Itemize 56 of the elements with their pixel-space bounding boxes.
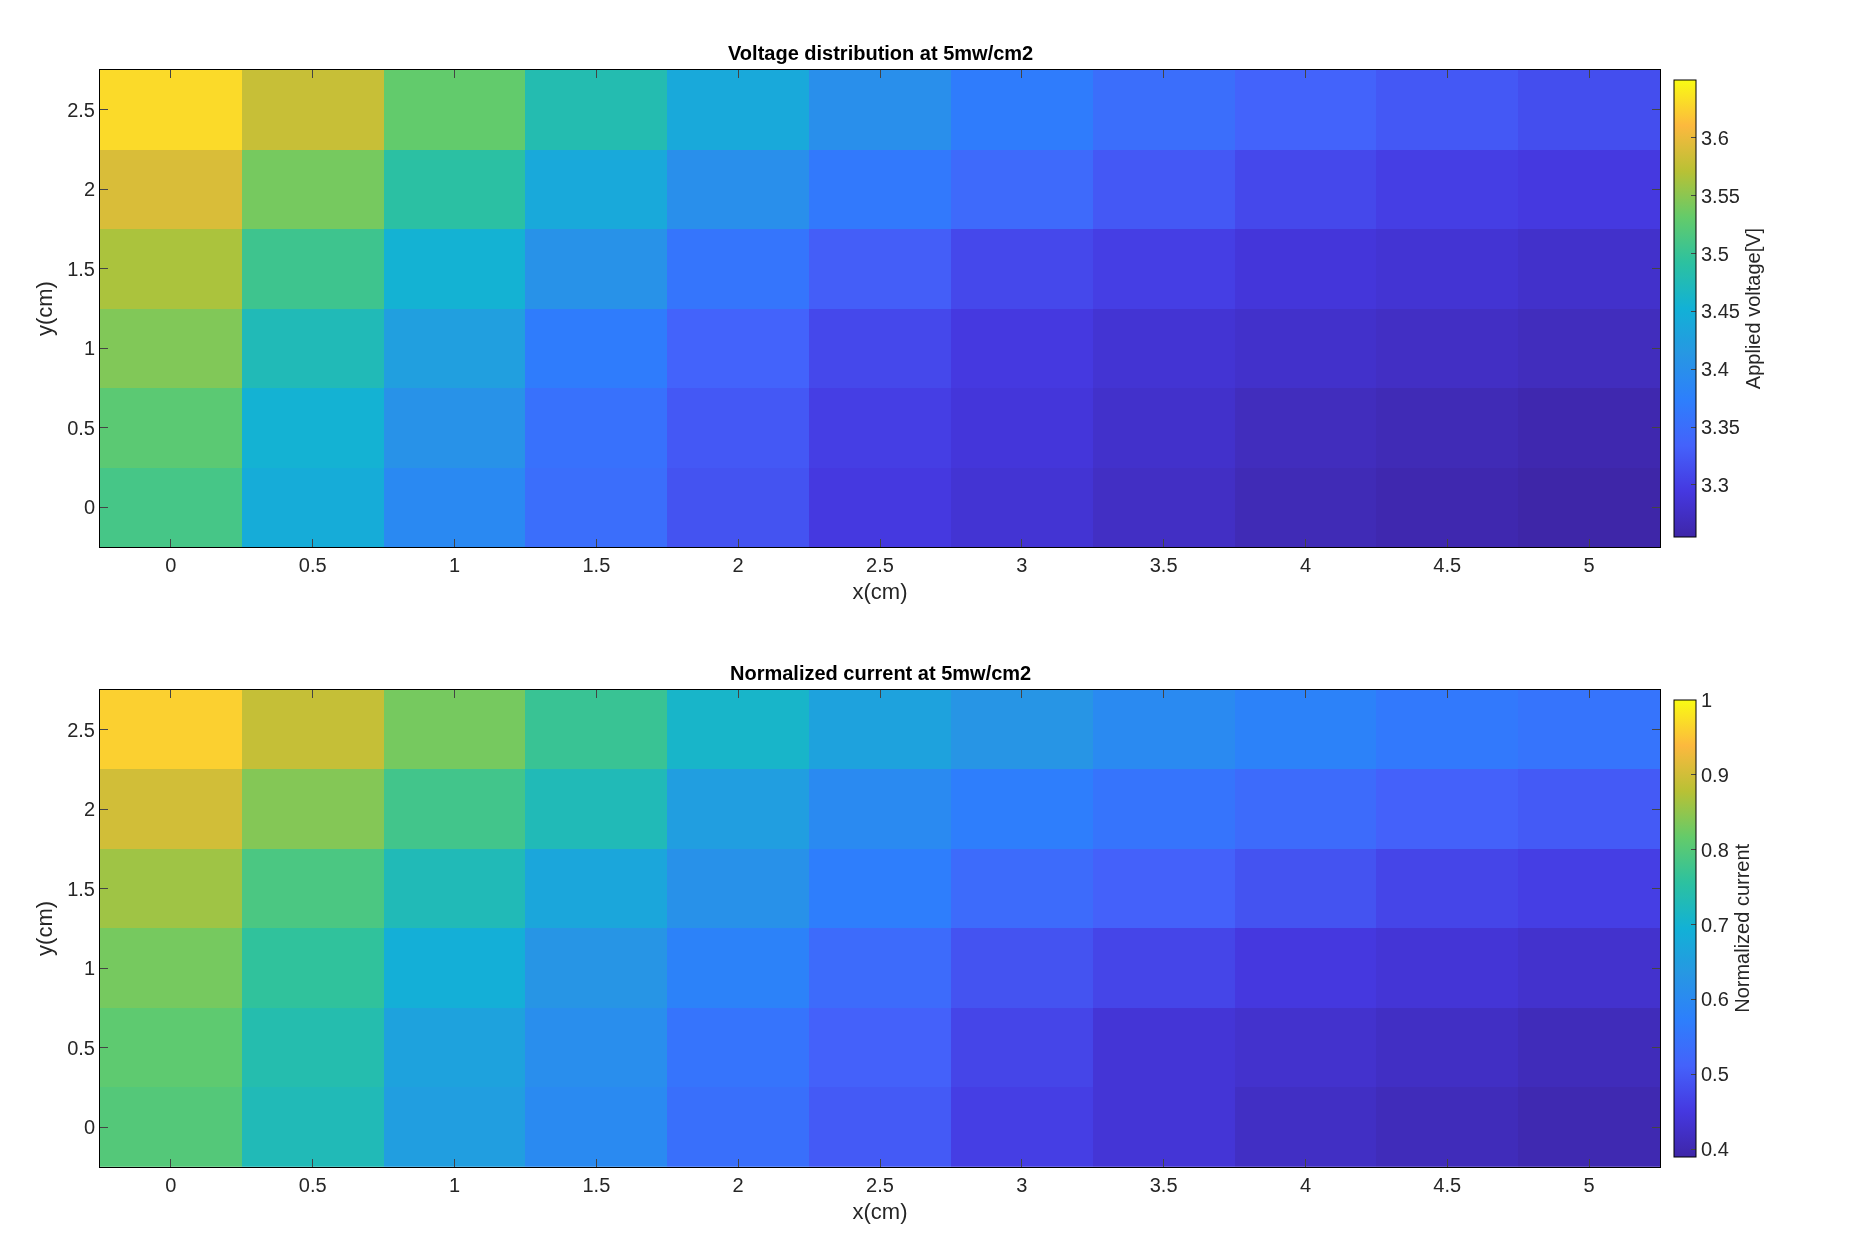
x-tick-label: 5 [1583,1174,1595,1196]
x-tick-label: 0 [165,554,177,577]
color-bar-title: Applied voltage[V] [1741,227,1764,390]
color-bar-label: 3.55 [1701,184,1740,207]
color-bar-label: 0.8 [1701,838,1729,861]
x-tick-label: 2 [732,1174,744,1196]
color-bar-label: 3.6 [1701,126,1729,149]
color-bar-label: 0.7 [1701,913,1729,936]
x-tick-label: 1 [448,554,461,577]
x-tick-label: 4.5 [1433,554,1462,577]
y-tick-label: 1.5 [67,257,95,280]
x-tick-label: 1.5 [582,554,611,577]
x-tick-label: 3.5 [1149,554,1178,577]
color-bar-label: 0.6 [1701,988,1729,1011]
chart-title: Normalized current at 5mw/cm2 [730,662,1032,684]
y-tick-label: 2.5 [67,98,95,121]
color-bar-label: 3.5 [1701,242,1729,265]
x-axis-title: x(cm) [852,579,908,605]
x-tick-label: 0.5 [298,1174,327,1196]
y-tick-label: 1 [83,957,95,980]
x-tick-label: 4.5 [1433,1174,1462,1196]
color-bar-label: 1 [1701,688,1713,711]
x-tick-label: 0.5 [298,554,327,577]
color-bar-label: 3.3 [1701,473,1729,496]
color-bar-label: 3.45 [1701,300,1740,323]
x-tick-label: 4 [1299,554,1312,577]
x-tick-label: 2.5 [866,1174,894,1196]
x-tick-label: 3 [1016,554,1028,577]
color-bar-label: 0.4 [1701,1138,1729,1161]
color-bar-label: 3.4 [1701,358,1729,381]
color-bar-label: 3.35 [1701,416,1740,439]
x-tick-label: 0 [165,1174,177,1196]
x-tick-label: 3 [1016,1174,1028,1196]
x-tick-label: 5 [1583,554,1595,577]
x-tick-label: 1.5 [582,1174,611,1196]
x-axis-title: x(cm) [852,1198,908,1224]
y-tick-label: 2 [83,178,95,201]
y-tick-label: 2 [83,798,95,821]
y-tick-label: 2.5 [67,718,95,741]
x-tick-label: 2 [732,554,744,577]
y-axis-title: y(cm) [31,281,57,337]
y-tick-label: 0 [83,496,95,519]
x-tick-label: 3.5 [1149,1174,1178,1196]
y-tick-label: 1 [83,337,95,360]
x-tick-label: 2.5 [866,554,894,577]
x-tick-label: 4 [1299,1174,1312,1196]
color-bar-title: Normalized current [1730,843,1753,1013]
y-tick-label: 0 [83,1116,95,1139]
y-tick-label: 0.5 [67,1036,95,1059]
y-tick-label: 0.5 [67,416,95,439]
x-tick-label: 1 [448,1174,461,1196]
y-axis-title: y(cm) [31,900,57,956]
chart-title: Voltage distribution at 5mw/cm2 [728,42,1034,64]
color-bar-label: 0.5 [1701,1063,1729,1086]
y-tick-label: 1.5 [67,877,95,900]
color-bar-label: 0.9 [1701,763,1729,786]
